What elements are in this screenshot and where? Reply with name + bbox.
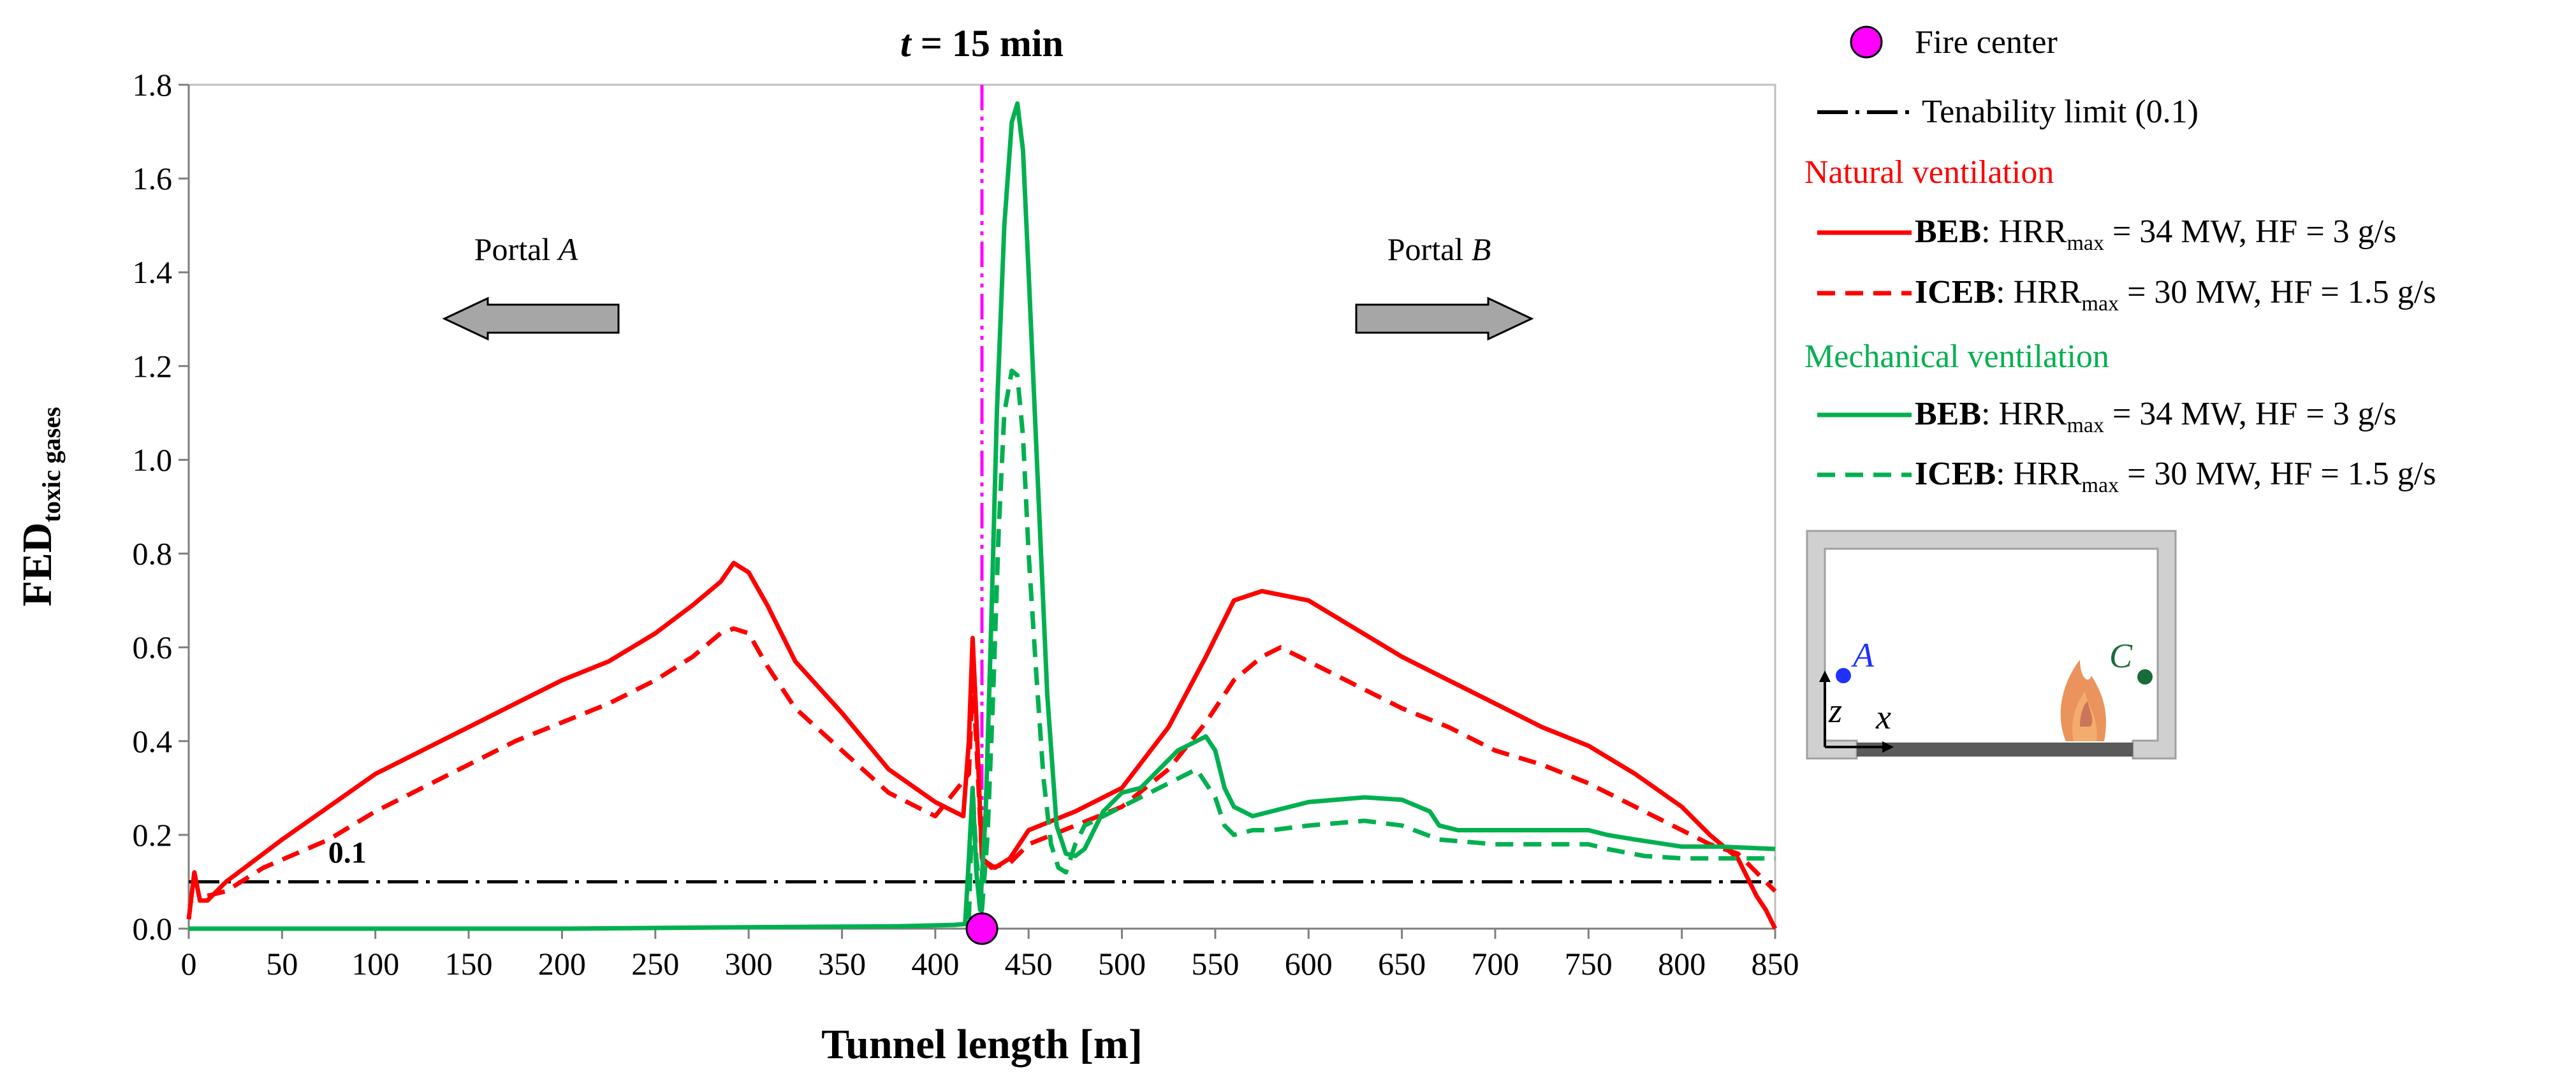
inset-point-c <box>2137 669 2153 685</box>
x-tick-group: 0 50 100 150 200 250 300 350 400 450 500 550 600 650 7… <box>181 929 1799 982</box>
legend-fire-label: Fire center <box>1915 24 2058 61</box>
chart-title: t = 15 min <box>900 22 1064 64</box>
x-tick-label: 250 <box>631 946 679 982</box>
y-tick-label: 0.4 <box>133 723 173 759</box>
y-axis-label: FEDtoxic gases <box>14 407 66 606</box>
x-tick-label: 150 <box>445 946 493 982</box>
x-tick-label: 50 <box>266 946 298 982</box>
tenability-limit-label: 0.1 <box>328 836 367 869</box>
series-line-natural-dashed <box>207 626 1777 898</box>
series-line-mechanical-dashed <box>967 368 1775 920</box>
x-axis-label: Tunnel length [m] <box>821 1021 1143 1068</box>
inset-label-z: z <box>1828 692 1842 730</box>
inset-point-a <box>1836 668 1851 683</box>
x-tick-label: 600 <box>1285 946 1333 982</box>
legend-entry-label: ICEB: HRRmax = 30 MW, HF = 1.5 g/s <box>1915 274 2436 316</box>
x-tick-label: 750 <box>1565 946 1613 982</box>
inset-label-x: x <box>1875 698 1891 736</box>
portal-a-arrow <box>442 296 620 341</box>
flame-icon <box>2060 660 2106 741</box>
inset-road <box>1857 743 2133 757</box>
series-group <box>186 101 1778 931</box>
legend-fire-marker <box>1850 25 1883 59</box>
x-tick-label: 700 <box>1471 946 1519 982</box>
x-tick-label: 800 <box>1658 946 1706 982</box>
inset-frame <box>1806 530 2177 760</box>
y-tick-label: 1.8 <box>133 67 173 103</box>
legend-entries: BEB: HRRmax = 34 MW, HF = 3 g/s ICEB: HRR… <box>1817 214 2436 497</box>
y-tick-group: 0.0 0.2 0.4 0.6 0.8 1.0 1.2 1.4 1.6 1.8 <box>133 67 189 947</box>
portal-b-label: Portal B <box>1387 231 1491 267</box>
y-tick-label: 1.4 <box>133 254 173 290</box>
inset-label-c: C <box>2109 637 2133 675</box>
y-tick-label: 1.2 <box>133 348 173 384</box>
tunnel-inset: A C z x <box>1806 530 2177 760</box>
x-tick-label: 300 <box>725 946 773 982</box>
legend: Fire center Tenability limit (0.1) Natur… <box>1804 24 2436 497</box>
x-tick-label: 100 <box>351 946 399 982</box>
inset-x-arrow-icon <box>1882 741 1894 753</box>
legend-limit-label: Tenability limit (0.1) <box>1922 94 2199 130</box>
legend-mechanical-header: Mechanical ventilation <box>1804 338 2109 375</box>
y-tick-label: 0.8 <box>133 536 173 572</box>
legend-entry-label: BEB: HRRmax = 34 MW, HF = 3 g/s <box>1915 396 2396 437</box>
legend-natural-header: Natural ventilation <box>1804 154 2054 191</box>
inset-z-arrow-icon <box>1819 671 1831 682</box>
fire-center-marker <box>965 912 999 945</box>
x-tick-label: 650 <box>1378 946 1426 982</box>
x-tick-label: 200 <box>538 946 586 982</box>
inset-label-a: A <box>1851 636 1875 674</box>
x-tick-label: 350 <box>818 946 866 982</box>
x-tick-label: 0 <box>181 946 197 982</box>
x-tick-label: 400 <box>911 946 959 982</box>
x-tick-label: 850 <box>1752 946 1799 982</box>
x-tick-label: 500 <box>1098 946 1146 982</box>
y-tick-label: 1.6 <box>133 161 173 196</box>
legend-entry-label: BEB: HRRmax = 34 MW, HF = 3 g/s <box>1915 214 2396 255</box>
y-tick-label: 1.0 <box>133 442 173 477</box>
portal-a-label: Portal A <box>474 231 578 267</box>
x-tick-label: 550 <box>1191 946 1239 982</box>
y-tick-label: 0.2 <box>133 817 173 853</box>
y-tick-label: 0.0 <box>133 911 173 947</box>
y-tick-label: 0.6 <box>133 630 173 665</box>
legend-entry-label: ICEB: HRRmax = 30 MW, HF = 1.5 g/s <box>1915 456 2436 497</box>
x-tick-label: 450 <box>1005 946 1053 982</box>
portal-b-arrow <box>1355 296 1534 341</box>
